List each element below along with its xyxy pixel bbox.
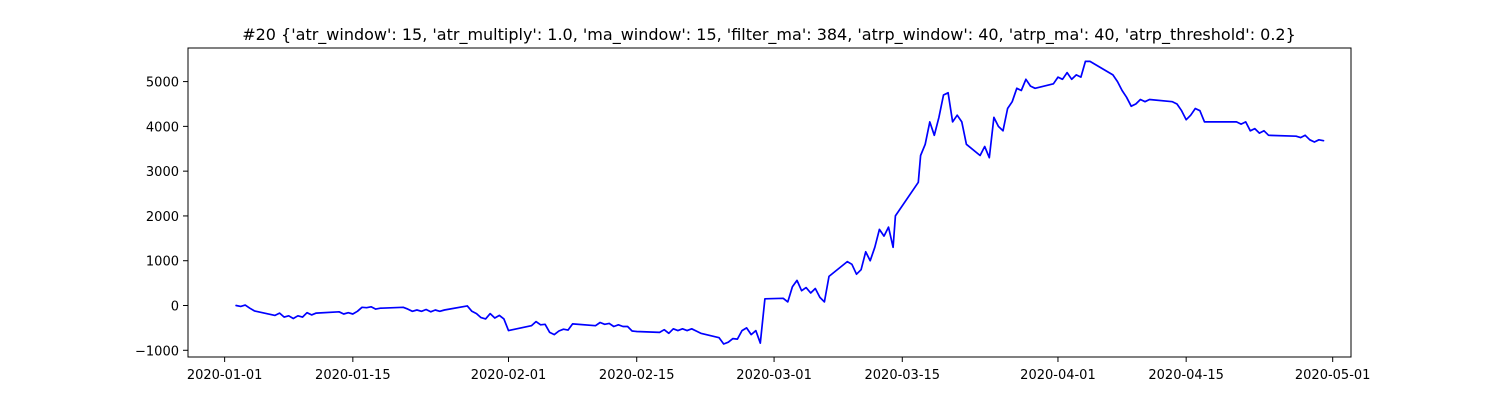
y-tick-label: −1000 — [135, 344, 179, 359]
x-tick-label: 2020-01-15 — [315, 368, 391, 383]
x-tick-label: 2020-01-01 — [187, 368, 263, 383]
y-axis: −1000 0 1000 2000 3000 4000 5000 — [135, 76, 188, 359]
x-tick-label: 2020-03-01 — [736, 368, 812, 383]
y-tick-label: 4000 — [146, 120, 179, 135]
x-tick-label: 2020-04-15 — [1148, 368, 1224, 383]
x-tick-label: 2020-04-01 — [1020, 368, 1096, 383]
y-tick-label: 2000 — [146, 210, 179, 225]
plot-area — [235, 60, 1325, 345]
axes-frame — [187, 47, 1352, 358]
x-tick-label: 2020-02-15 — [599, 368, 675, 383]
y-tick-label: 3000 — [146, 165, 179, 180]
series-line-1 — [235, 60, 1325, 345]
x-axis: 2020-01-01 2020-01-15 2020-02-01 2020-02-15… — [187, 357, 1371, 383]
x-tick-label: 2020-03-15 — [865, 368, 941, 383]
x-tick-label: 2020-05-01 — [1295, 368, 1371, 383]
y-tick-label: 5000 — [146, 76, 179, 91]
chart-title: #20 {'atr_window': 15, 'atr_multiply': 1… — [242, 25, 1296, 45]
y-tick-label: 1000 — [146, 255, 179, 270]
y-tick-label: 0 — [171, 300, 179, 315]
x-tick-label: 2020-02-01 — [471, 368, 547, 383]
